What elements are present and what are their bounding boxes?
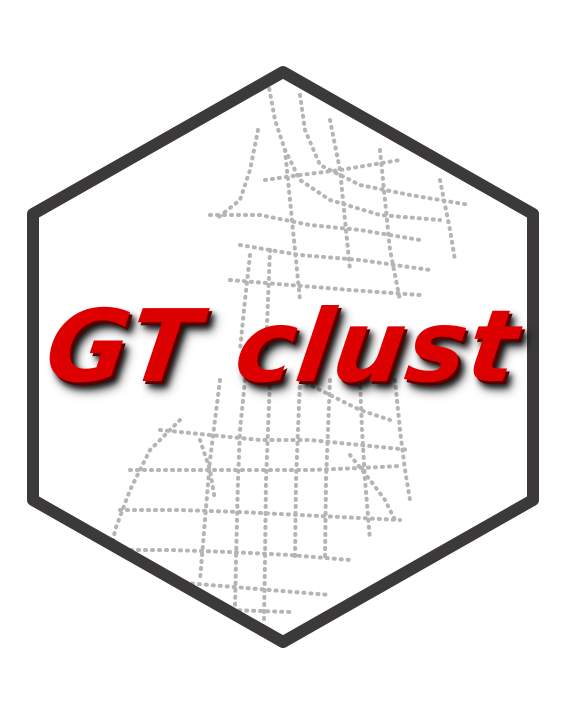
hex-border — [27, 66, 539, 648]
logo-title: GT clust — [39, 288, 527, 405]
